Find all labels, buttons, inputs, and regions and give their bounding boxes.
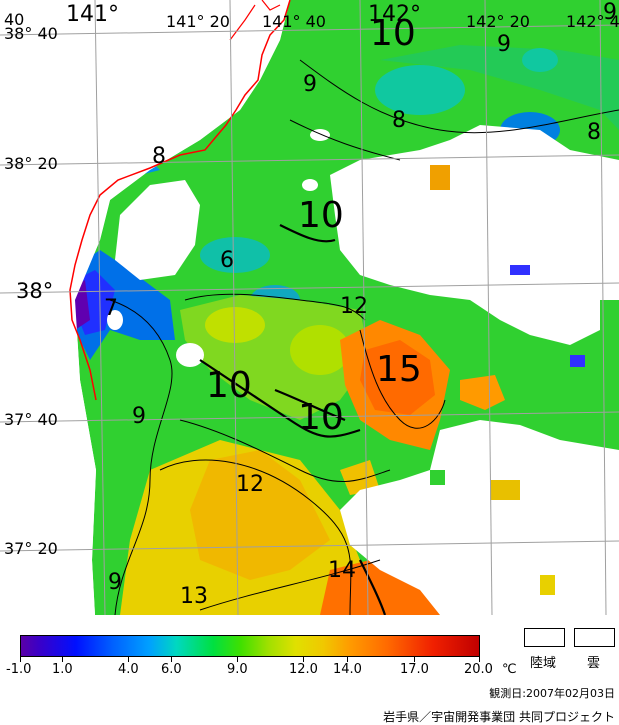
- colorbar-tick: [414, 656, 415, 662]
- contour-label: 15: [376, 349, 422, 390]
- unit-label: ℃: [502, 662, 517, 677]
- colorbar-tick: [237, 656, 238, 662]
- contour-label: 9: [108, 570, 122, 595]
- colorbar-tick: [303, 656, 304, 662]
- colorbar-tick-label: 14.0: [333, 662, 362, 677]
- sst-map-graphic: [0, 0, 619, 615]
- lon-label-141: 141°: [66, 2, 119, 27]
- contour-label: 9: [303, 72, 317, 97]
- sea-surface-temperature-map: 40 141° 141° 20 141° 40 142° 142° 20 142…: [0, 0, 619, 615]
- lat-label-38-20: 38° 20: [4, 154, 58, 173]
- land-swatch: [524, 628, 565, 647]
- colorbar-tick-label: 1.0: [52, 662, 73, 677]
- contour-label: 7: [104, 296, 118, 321]
- contour-label: 12: [340, 294, 368, 319]
- colorbar-tick: [20, 656, 21, 662]
- contour-label: 9: [132, 404, 146, 429]
- contour-label: 12: [236, 472, 264, 497]
- contour-label: 8: [152, 144, 166, 169]
- colorbar-tick-label: 4.0: [118, 662, 139, 677]
- contour-label: 6: [220, 248, 234, 273]
- contour-label: 9: [497, 32, 511, 57]
- colorbar-tick: [128, 656, 129, 662]
- contour-label: 8: [392, 108, 406, 133]
- lon-label-142: 142°: [368, 2, 421, 27]
- temperature-legend: -1.0 1.0 4.0 6.0 9.0 12.0 14.0 17.0 20.0…: [0, 615, 619, 725]
- contour-label: 10: [206, 365, 252, 406]
- lon-label-142-40: 142° 4: [566, 12, 619, 31]
- contour-label: 14: [328, 558, 356, 583]
- lon-label-142-20: 142° 20: [466, 12, 530, 31]
- colorbar-tick-label: 17.0: [400, 662, 429, 677]
- colorbar-tick-label: 6.0: [161, 662, 182, 677]
- observation-date: 観測日:2007年02月03日: [489, 687, 615, 700]
- lat-label-38: 38°: [16, 279, 54, 303]
- land-label: 陸域: [530, 656, 557, 671]
- colorbar-tick: [62, 656, 63, 662]
- temperature-colorbar: [20, 635, 480, 657]
- credit-text: 岩手県／宇宙開発事業団 共同プロジェクト: [383, 710, 615, 724]
- colorbar-tick-label: -1.0: [6, 662, 32, 677]
- lon-label-141-20: 141° 20: [166, 12, 230, 31]
- lat-label-37-20: 37° 20: [4, 539, 58, 558]
- lat-label-38-40: 38° 40: [4, 24, 58, 43]
- lat-label-37-40: 37° 40: [4, 410, 58, 429]
- colorbar-tick: [171, 656, 172, 662]
- contour-label: 10: [298, 195, 344, 236]
- colorbar-tick-label: 20.0: [464, 662, 493, 677]
- colorbar-tick-label: 12.0: [289, 662, 318, 677]
- contour-label: 13: [180, 584, 208, 609]
- contour-label: 8: [587, 120, 601, 145]
- cloud-swatch: [574, 628, 615, 647]
- colorbar-tick-label: 9.0: [227, 662, 248, 677]
- colorbar-tick: [347, 656, 348, 662]
- corner-label: 40: [4, 10, 25, 29]
- lon-label-141-40: 141° 40: [262, 12, 326, 31]
- colorbar-tick: [479, 656, 480, 662]
- contour-label: 10: [370, 13, 416, 54]
- cloud-label: 雲: [587, 656, 601, 671]
- contour-label: 9: [603, 0, 617, 25]
- contour-label: 10: [298, 397, 344, 438]
